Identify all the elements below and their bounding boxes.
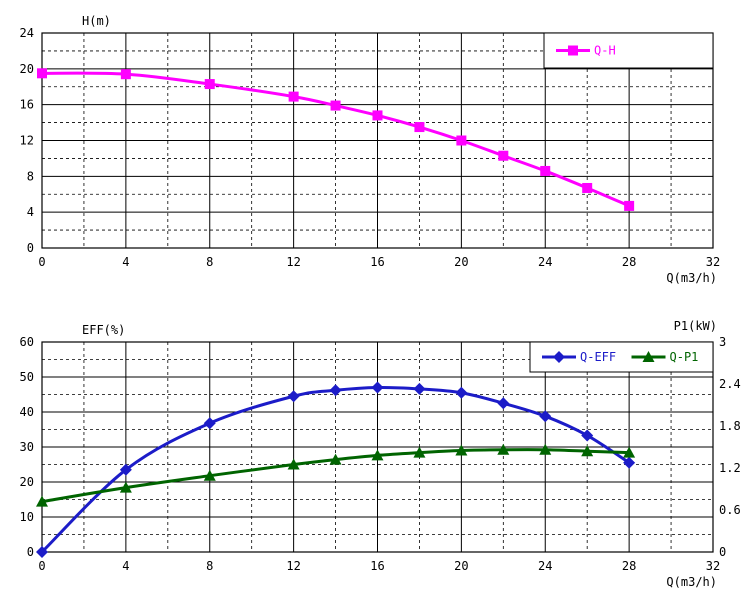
data-point-q-eff: [497, 397, 510, 410]
y-tick-label: 20: [20, 62, 34, 76]
y-tick-label: 50: [20, 370, 34, 384]
x-tick-label: 32: [706, 255, 720, 269]
data-point-q-p1: [413, 446, 426, 458]
x-tick-label: 28: [622, 559, 636, 573]
x-tick-label: 0: [38, 255, 45, 269]
data-point-q-eff: [623, 456, 636, 469]
data-point-q-eff: [203, 417, 216, 430]
y-tick-label: 10: [20, 510, 34, 524]
x-axis-label: Q(m3/h): [666, 575, 717, 589]
y2-tick-label: 3: [719, 335, 726, 349]
legend-marker-q-p1: [642, 351, 655, 362]
y-tick-label: 0: [27, 241, 34, 255]
y-tick-label: 12: [20, 134, 34, 148]
plot-frame: [41, 32, 714, 249]
x-tick-label: 20: [454, 559, 468, 573]
y2-tick-label: 0: [719, 545, 726, 559]
data-point-q-eff: [287, 390, 300, 403]
data-point-q-p1: [539, 443, 552, 455]
y2-axis-label: P1(kW): [674, 319, 717, 333]
legend-label-q-h: Q-H: [594, 44, 616, 58]
data-point-q-p1: [36, 495, 48, 507]
data-point-q-eff: [455, 386, 468, 399]
data-point-q-eff: [36, 546, 48, 558]
data-point-q-h: [456, 135, 467, 146]
legend-marker-q-eff: [553, 351, 565, 363]
chart-2: Q-EFF Q-P1: [36, 341, 714, 558]
y-tick-label: 30: [20, 440, 34, 454]
y-axis-label: EFF(%): [82, 323, 125, 337]
data-point-q-p1: [119, 481, 132, 493]
x-tick-label: 8: [206, 559, 213, 573]
y-tick-label: 20: [20, 475, 34, 489]
y2-tick-label: 2.4: [719, 377, 741, 391]
legend-marker-q-h: [568, 45, 578, 56]
data-point-q-eff: [371, 381, 384, 394]
data-point-q-eff: [119, 463, 132, 476]
data-point-q-h: [582, 182, 593, 193]
x-tick-label: 4: [122, 255, 129, 269]
x-tick-label: 28: [622, 255, 636, 269]
y-tick-label: 60: [20, 335, 34, 349]
y-tick-label: 16: [20, 98, 34, 112]
data-point-q-h: [204, 79, 215, 90]
data-point-q-h: [330, 100, 341, 111]
x-tick-label: 32: [706, 559, 720, 573]
chart-1: Q-H: [37, 32, 714, 249]
x-tick-label: 8: [206, 255, 213, 269]
legend-label-q-p1: Q-P1: [670, 350, 699, 364]
data-point-q-h: [372, 110, 383, 121]
data-point-q-p1: [455, 444, 468, 456]
plot-frame: [41, 341, 714, 553]
data-point-q-p1: [371, 449, 384, 461]
x-tick-label: 20: [454, 255, 468, 269]
data-point-q-p1: [329, 453, 342, 465]
data-point-q-eff: [539, 410, 552, 423]
y2-tick-label: 0.6: [719, 503, 741, 517]
x-axis-label: Q(m3/h): [666, 271, 717, 285]
x-tick-label: 12: [286, 255, 300, 269]
y2-tick-label: 1.2: [719, 461, 741, 475]
x-tick-label: 12: [286, 559, 300, 573]
x-tick-label: 16: [370, 559, 384, 573]
data-point-q-h: [414, 122, 425, 133]
legend-label-q-eff: Q-EFF: [580, 350, 616, 364]
data-point-q-h: [498, 150, 509, 161]
y2-tick-label: 1.8: [719, 419, 741, 433]
x-tick-label: 24: [538, 255, 552, 269]
data-point-q-eff: [329, 384, 342, 397]
data-point-q-h: [540, 165, 551, 176]
data-point-q-p1: [581, 445, 594, 457]
data-point-q-eff: [413, 382, 426, 395]
x-tick-label: 0: [38, 559, 45, 573]
y-axis-label: H(m): [82, 14, 111, 28]
y-tick-label: 4: [27, 205, 34, 219]
x-tick-label: 16: [370, 255, 384, 269]
y-tick-label: 8: [27, 169, 34, 183]
y-tick-label: 0: [27, 545, 34, 559]
x-tick-label: 4: [122, 559, 129, 573]
data-point-q-p1: [623, 446, 636, 458]
data-point-q-p1: [203, 469, 216, 481]
data-point-q-p1: [497, 443, 510, 455]
data-point-q-h: [37, 68, 47, 79]
data-point-q-eff: [581, 429, 594, 442]
x-tick-label: 24: [538, 559, 552, 573]
data-point-q-h: [624, 200, 635, 211]
data-point-q-p1: [287, 458, 300, 470]
y-tick-label: 40: [20, 405, 34, 419]
data-point-q-h: [120, 69, 131, 80]
y-tick-label: 24: [20, 26, 34, 40]
data-point-q-h: [288, 91, 299, 102]
